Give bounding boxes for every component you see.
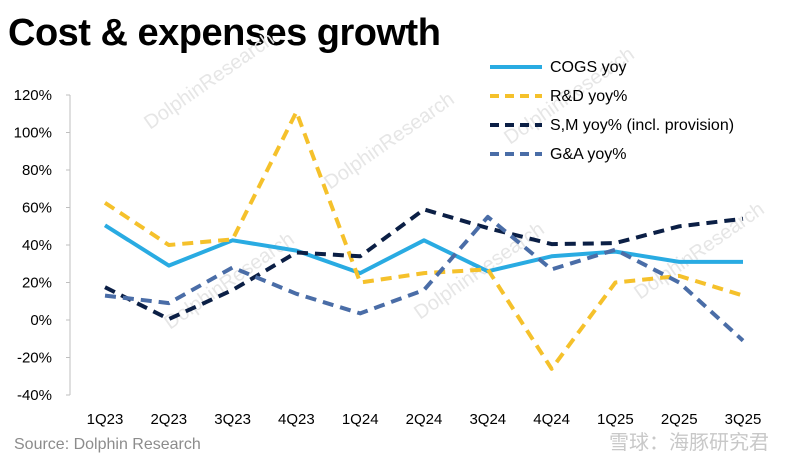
y-tick-label: 80% xyxy=(22,162,52,179)
series-line xyxy=(103,109,744,371)
watermark-corner-text: 雪球：海豚研究君 xyxy=(609,430,769,454)
x-tick-label: 3Q25 xyxy=(725,411,762,428)
y-axis: -40% -20% 0% 20% 40% 60% 80% 100% 120% xyxy=(14,87,71,404)
legend-label: G&A yoy% xyxy=(550,146,626,163)
x-tick-label: 3Q24 xyxy=(469,411,506,428)
series-line xyxy=(104,214,745,343)
y-tick-label: 0% xyxy=(30,312,52,329)
legend: COGS yoy R&D yoy% S,M yoy% (incl. provisio… xyxy=(490,59,734,163)
y-tick-label: 120% xyxy=(14,87,52,104)
watermark-text: DolphinResearch xyxy=(160,228,298,334)
x-axis: 1Q23 2Q23 3Q23 4Q23 1Q24 2Q24 3Q24 4Q24 1Q25 2Q25… xyxy=(87,411,762,428)
watermark-text: DolphinResearch xyxy=(140,28,278,134)
x-tick-label: 2Q23 xyxy=(150,411,187,428)
legend-label: R&D yoy% xyxy=(550,88,627,105)
y-tick-label: 20% xyxy=(22,275,52,292)
x-tick-label: 2Q25 xyxy=(661,411,698,428)
legend-label: S,M yoy% (incl. provision) xyxy=(550,117,734,134)
chart-title: Cost & expenses growth xyxy=(8,12,441,54)
watermark-text: DolphinResearch xyxy=(630,198,768,304)
source-note: Source: Dolphin Research xyxy=(14,436,201,453)
y-tick-label: 100% xyxy=(14,125,52,142)
series-line xyxy=(103,223,743,276)
y-tick-label: -20% xyxy=(17,350,52,367)
x-tick-label: 3Q23 xyxy=(214,411,251,428)
y-tick-label: -40% xyxy=(17,387,52,404)
y-tick-label: 40% xyxy=(22,237,52,254)
x-tick-label: 4Q24 xyxy=(533,411,570,428)
x-tick-label: 2Q24 xyxy=(406,411,443,428)
y-tick-label: 60% xyxy=(22,200,52,217)
legend-label: COGS yoy xyxy=(550,59,626,76)
series-layer xyxy=(103,109,745,371)
x-tick-label: 4Q23 xyxy=(278,411,315,428)
watermark-text: DolphinResearch xyxy=(320,88,458,194)
x-tick-label: 1Q25 xyxy=(597,411,634,428)
series-line xyxy=(104,207,744,322)
x-tick-label: 1Q24 xyxy=(342,411,379,428)
x-tick-label: 1Q23 xyxy=(87,411,124,428)
